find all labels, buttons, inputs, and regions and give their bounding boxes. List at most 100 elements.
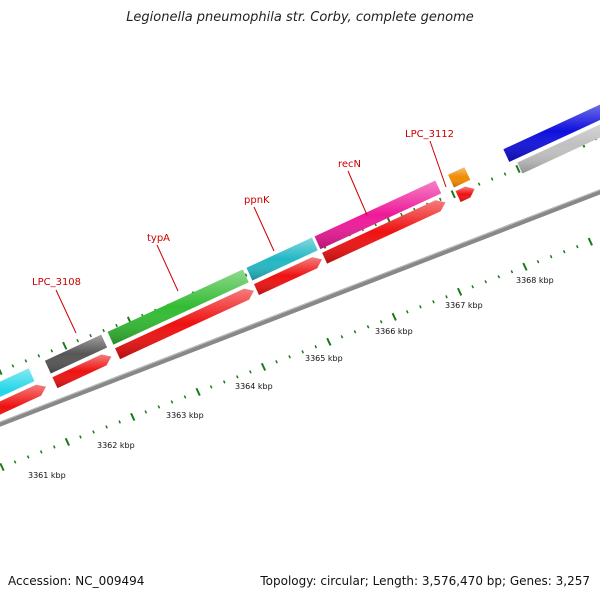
label-lpc3112: LPC_3112: [405, 129, 454, 140]
kbp-label-3363: 3363 kbp: [166, 411, 204, 420]
inner-tick: [549, 255, 553, 259]
gene-features: [0, 104, 600, 415]
outer-tick: [24, 359, 28, 363]
gene-block-recn-shade: [314, 180, 442, 250]
inner-tick: [301, 350, 305, 354]
outer-tick: [438, 197, 442, 201]
inner-tick: [471, 285, 474, 289]
inner-tick: [522, 262, 528, 271]
outer-tick: [503, 172, 507, 176]
gene-block-typa-shade: [107, 269, 249, 345]
inner-tick: [236, 375, 239, 379]
outer-tick: [450, 190, 456, 199]
inner-tick: [536, 260, 540, 264]
kbp-label-3361: 3361 kbp: [28, 471, 66, 480]
gene-block-lpc3108-shade: [44, 334, 108, 374]
inner-tick: [13, 460, 17, 464]
inner-tick: [484, 280, 488, 284]
inner-tick: [260, 362, 267, 371]
outer-tick: [490, 177, 494, 181]
inner-tick: [432, 300, 435, 304]
cds-arrow-lpc3108-shade: [52, 354, 112, 389]
inner-tick: [144, 410, 148, 414]
accession-text: Accession: NC_009494: [8, 574, 145, 588]
inner-tick: [183, 395, 187, 399]
outer-tick: [477, 182, 481, 186]
kbp-label-3366: 3366 kbp: [375, 327, 413, 336]
label-ppnk: ppnK: [244, 195, 270, 206]
inner-tick: [92, 430, 95, 434]
inner-tick: [79, 435, 82, 439]
inner-tick: [405, 310, 409, 314]
inner-tick: [52, 445, 56, 449]
backbone-line: [0, 189, 600, 427]
inner-tick: [209, 385, 213, 389]
cds-arrow-ppnk-shade: [254, 257, 322, 295]
genome-backbone: [0, 189, 600, 427]
inner-tick: [445, 295, 448, 299]
inner-tick: [105, 425, 108, 429]
inner-tick: [157, 405, 161, 409]
kbp-label-3364: 3364 kbp: [235, 382, 273, 391]
outer-tick: [89, 333, 92, 338]
outer-tick: [11, 364, 15, 368]
inner-tick: [195, 387, 201, 396]
inner-tick: [275, 360, 278, 364]
inner-tick-marks: [0, 237, 593, 472]
kbp-label-3367: 3367 kbp: [445, 301, 483, 310]
inner-tick: [314, 345, 318, 349]
outer-tick: [515, 164, 521, 174]
kbp-label-3362: 3362 kbp: [97, 441, 135, 450]
inner-tick: [0, 462, 5, 472]
label-line-typa: [156, 244, 179, 292]
label-lpc3108: LPC_3108: [32, 277, 81, 288]
label-line-recn: [347, 170, 368, 216]
outer-tick: [244, 273, 248, 277]
inner-tick: [562, 250, 566, 254]
outer-tick: [50, 349, 54, 353]
label-typa: typA: [147, 233, 170, 244]
cds-arrow-recn-shade: [322, 200, 446, 264]
kbp-label-3365: 3365 kbp: [305, 354, 343, 363]
inner-tick: [457, 287, 463, 296]
label-line-ppnk: [253, 206, 275, 252]
cds-arrow-1-shade: [0, 384, 46, 415]
map-title: Legionella pneumophila str. Corby, compl…: [126, 10, 474, 25]
kbp-label-3368: 3368 kbp: [516, 276, 554, 285]
label-recn: recN: [338, 159, 361, 170]
gene-block-lpc3112-shade: [448, 167, 471, 188]
gene-block-blue-shade: [503, 104, 600, 162]
cds-arrow-typa-shade: [115, 288, 254, 360]
outer-tick: [62, 341, 68, 350]
gene-block-light-gray-shade: [517, 124, 600, 174]
inner-tick: [64, 437, 70, 447]
inner-tick: [353, 330, 357, 334]
gene-block-ppnk-shade: [246, 237, 318, 281]
inner-tick: [510, 270, 514, 274]
inner-tick: [497, 275, 501, 279]
inner-tick: [587, 237, 593, 246]
label-line-lpc3112: [429, 140, 447, 188]
inner-tick: [366, 325, 370, 329]
outer-tick: [0, 368, 3, 376]
inner-tick: [170, 400, 174, 404]
inner-tick: [379, 320, 383, 324]
inner-tick: [391, 312, 397, 321]
inner-tick: [575, 245, 579, 249]
outer-tick: [37, 354, 41, 358]
outer-tick: [400, 212, 403, 217]
inner-tick: [419, 305, 422, 309]
outer-tick: [115, 323, 118, 328]
inner-tick: [39, 450, 43, 454]
inner-tick: [222, 380, 226, 384]
genome-summary-text: Topology: circular; Length: 3,576,470 bp…: [260, 574, 590, 588]
kbp-scale-labels: 3361 kbp 3362 kbp 3363 kbp 3364 kbp 3365…: [28, 276, 554, 480]
backbone-highlight: [0, 189, 600, 423]
inner-tick: [340, 335, 344, 339]
inner-tick: [118, 420, 121, 424]
inner-tick: [326, 337, 332, 346]
label-line-lpc3108: [55, 289, 77, 334]
gene-labels: LPC_3108 typA ppnK recN LPC_3112: [32, 129, 454, 334]
inner-tick: [130, 412, 136, 421]
